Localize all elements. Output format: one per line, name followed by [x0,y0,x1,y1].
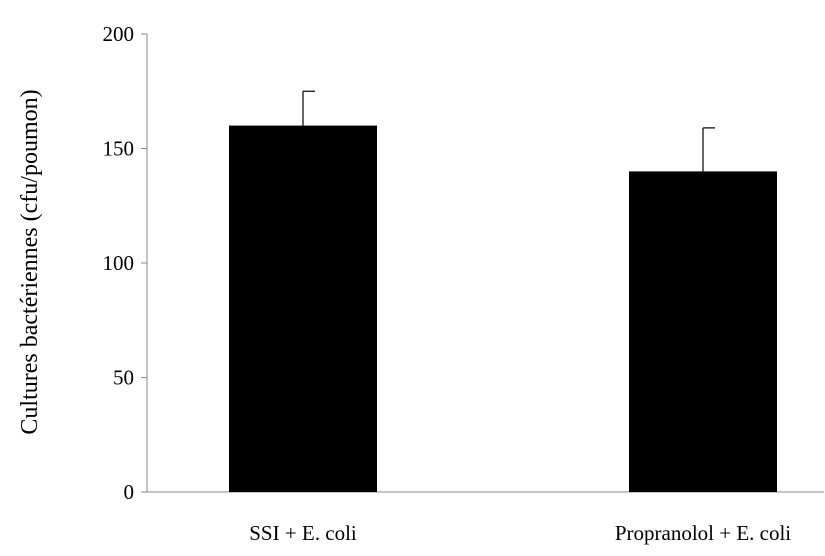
bars [229,125,777,492]
y-tick-label: 150 [103,137,135,161]
bar [629,171,777,492]
y-axis-title: Cultures bactériennes (cfu/poumon) [17,89,43,434]
y-tick-label: 100 [103,251,135,275]
x-tick-label: SSI + E. coli [249,521,357,545]
y-ticks: 0 50 100 150 200 [103,22,147,504]
y-tick-label: 50 [113,366,134,390]
bar [229,125,377,492]
error-bars [302,90,715,172]
x-tick-label: Propranolol + E. coli [615,521,791,545]
x-tick-labels: SSI + E. coli Propranolol + E. coli [249,521,791,545]
y-tick-label: 200 [103,22,135,46]
y-tick-label: 0 [124,480,135,504]
